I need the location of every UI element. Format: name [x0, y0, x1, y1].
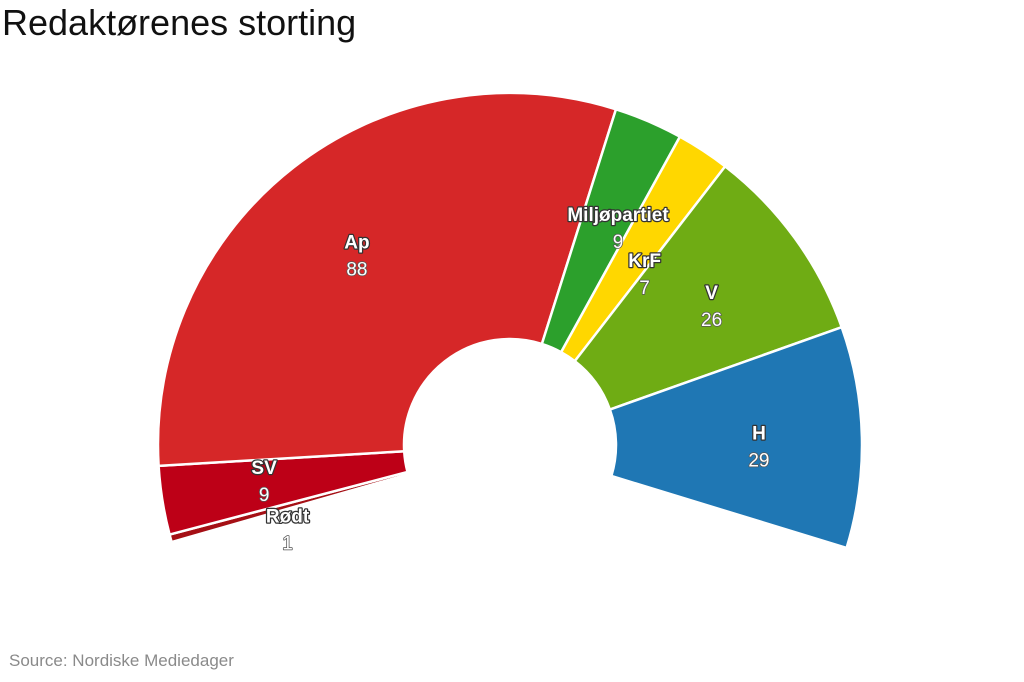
label-name-krf: KrF: [628, 251, 661, 272]
slice-ap[interactable]: [156, 91, 618, 468]
label-name-ap: Ap: [344, 233, 369, 254]
label-value-rodt: 1: [282, 533, 293, 554]
slice-v[interactable]: [573, 165, 843, 411]
label-name-v: V: [705, 283, 718, 304]
label-value-miljopartiet: 9: [613, 232, 624, 253]
chart-title: Redaktørenes storting: [2, 2, 357, 43]
label-name-h: H: [752, 423, 766, 444]
label-name-rodt: Rødt: [266, 506, 310, 527]
slice-h[interactable]: [608, 325, 864, 550]
label-value-sv: 9: [259, 485, 270, 506]
label-value-v: 26: [701, 310, 722, 331]
label-name-sv: SV: [251, 458, 277, 479]
source-note: Source: Nordiske Mediedager: [9, 651, 234, 670]
label-value-krf: 7: [639, 278, 650, 299]
label-value-h: 29: [748, 450, 769, 471]
label-value-ap: 88: [346, 260, 367, 281]
label-name-miljopartiet: Miljøpartiet: [567, 205, 669, 226]
slices-group: [156, 91, 864, 550]
